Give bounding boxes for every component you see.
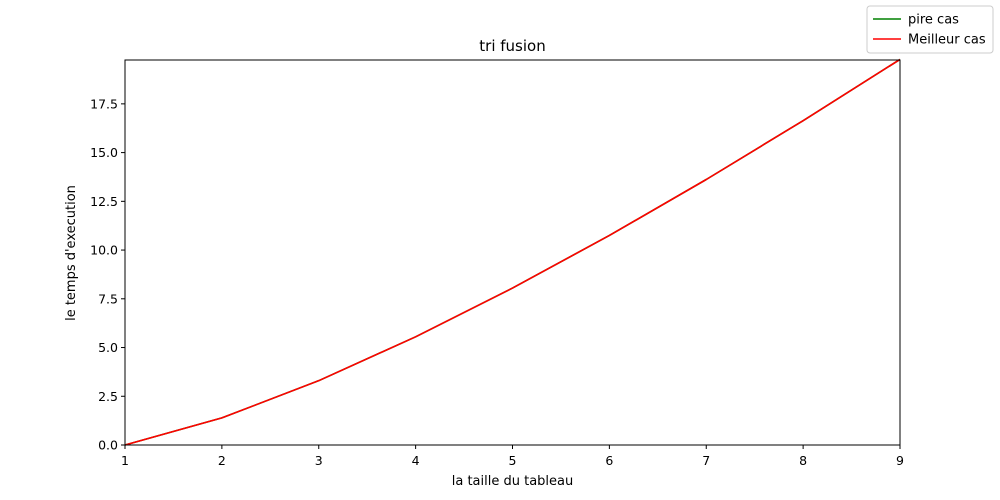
y-tick-label: 10.0 — [90, 243, 118, 258]
chart-title: tri fusion — [479, 37, 545, 55]
y-tick-label: 0.0 — [98, 438, 118, 453]
legend-label-1: Meilleur cas — [908, 33, 986, 48]
legend-box — [866, 5, 994, 54]
x-tick-label: 7 — [702, 453, 710, 468]
x-tick-label: 6 — [605, 453, 613, 468]
series-line-1 — [124, 58, 901, 446]
x-tick-label: 9 — [896, 453, 904, 468]
x-tick-label: 2 — [218, 453, 226, 468]
series-layer — [124, 58, 901, 446]
y-tick-label: 15.0 — [90, 145, 118, 160]
y-tick-label: 17.5 — [90, 96, 118, 111]
y-tick-label: 2.5 — [98, 389, 118, 404]
legend: pire cas Meilleur cas — [866, 5, 994, 54]
y-axis-label: le temps d'execution — [64, 185, 79, 321]
legend-label-0: pire cas — [908, 13, 959, 28]
y-tick-label: 7.5 — [98, 291, 118, 306]
x-tick-label: 8 — [799, 453, 807, 468]
x-tick-label: 5 — [509, 453, 517, 468]
x-tick-label: 4 — [412, 453, 420, 468]
x-axis-label: la taille du tableau — [452, 474, 574, 489]
x-axis: 1 2 3 4 5 6 7 8 9 — [121, 445, 904, 468]
x-tick-label: 3 — [315, 453, 323, 468]
x-tick-label: 1 — [121, 453, 129, 468]
y-axis: 0.0 2.5 5.0 7.5 10.0 12.5 15.0 17.5 — [90, 96, 125, 453]
y-tick-label: 12.5 — [90, 194, 118, 209]
y-tick-label: 5.0 — [98, 340, 118, 355]
